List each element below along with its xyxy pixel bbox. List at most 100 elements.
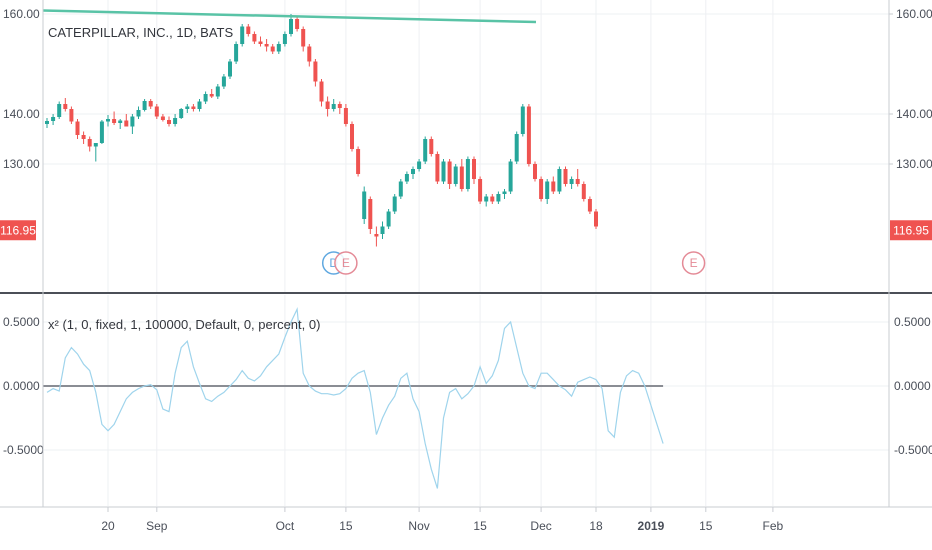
candle[interactable]	[594, 209, 598, 229]
candle[interactable]	[587, 196, 592, 215]
candle[interactable]	[185, 104, 190, 113]
candle[interactable]	[337, 101, 342, 115]
candle[interactable]	[368, 196, 373, 235]
candle[interactable]	[356, 146, 361, 177]
candle[interactable]	[197, 99, 202, 112]
candle[interactable]	[392, 194, 397, 214]
candle[interactable]	[551, 176, 556, 195]
candle[interactable]	[453, 164, 458, 187]
candle[interactable]	[270, 44, 275, 54]
candle[interactable]	[160, 114, 165, 122]
candle[interactable]	[423, 136, 428, 165]
candle[interactable]	[106, 115, 110, 127]
candle[interactable]	[228, 59, 232, 79]
candle[interactable]	[215, 84, 220, 99]
candle[interactable]	[350, 121, 354, 152]
candle[interactable]	[526, 104, 531, 167]
candle[interactable]	[374, 226, 379, 247]
candle[interactable]	[124, 114, 129, 127]
candle[interactable]	[581, 181, 586, 202]
candle[interactable]	[496, 191, 501, 205]
candle[interactable]	[93, 143, 98, 162]
candle[interactable]	[520, 104, 525, 137]
earnings-marker[interactable]: E	[681, 251, 706, 275]
candle[interactable]	[380, 221, 385, 240]
candle[interactable]	[295, 16, 300, 32]
oscillator-series-line[interactable]	[46, 306, 664, 489]
candle[interactable]	[478, 176, 483, 205]
candle[interactable]	[514, 131, 519, 165]
candle[interactable]	[234, 41, 239, 65]
candle[interactable]	[136, 106, 141, 120]
candle[interactable]	[258, 36, 263, 47]
candle[interactable]	[51, 114, 56, 125]
price-axis[interactable]: 160.00 160.00 140.00 140.00 130.00 130.00	[3, 7, 932, 171]
candle[interactable]	[343, 104, 348, 127]
candle[interactable]	[191, 104, 196, 112]
candle[interactable]	[447, 159, 452, 189]
candle[interactable]	[240, 24, 245, 47]
trendline[interactable]	[42, 9, 537, 24]
candle[interactable]	[142, 99, 147, 112]
candle[interactable]	[411, 166, 415, 180]
candle[interactable]	[264, 39, 269, 52]
candle[interactable]	[87, 136, 92, 152]
candle[interactable]	[404, 171, 409, 185]
candle[interactable]	[289, 14, 293, 37]
candle[interactable]	[331, 99, 336, 112]
candle[interactable]	[490, 194, 495, 204]
candle[interactable]	[435, 151, 440, 185]
candle[interactable]	[569, 176, 574, 190]
candle[interactable]	[112, 111, 117, 126]
candle[interactable]	[441, 159, 446, 184]
candle[interactable]	[533, 161, 537, 182]
candle[interactable]	[545, 179, 550, 204]
candle[interactable]	[575, 169, 580, 187]
candle[interactable]	[282, 31, 287, 47]
candle[interactable]	[167, 116, 171, 127]
price-candles[interactable]	[45, 14, 598, 247]
candle[interactable]	[252, 31, 257, 45]
oscillator-pane[interactable]	[43, 306, 664, 489]
candle[interactable]	[398, 179, 403, 199]
candle[interactable]	[472, 156, 476, 185]
candle[interactable]	[276, 41, 281, 55]
candle[interactable]	[63, 98, 68, 112]
candle[interactable]	[99, 120, 104, 144]
candle[interactable]	[557, 166, 562, 195]
candle[interactable]	[319, 79, 324, 107]
candle[interactable]	[45, 118, 49, 128]
candle[interactable]	[173, 114, 178, 127]
candle[interactable]	[148, 99, 153, 109]
candle[interactable]	[307, 44, 312, 67]
candle[interactable]	[386, 209, 391, 229]
time-axis[interactable]: 20 Sep Oct 15 Nov 15 Dec 18 2019 15 Feb	[101, 507, 784, 533]
oscillator-axis[interactable]: 0.5000 0.5000 0.0000 0.0000 -0.5000 -0.5000	[3, 315, 932, 457]
candle[interactable]	[301, 26, 306, 52]
candle[interactable]	[484, 194, 489, 207]
candle[interactable]	[362, 186, 367, 225]
candle[interactable]	[221, 74, 226, 89]
candle[interactable]	[81, 131, 86, 145]
earnings-marker[interactable]: E	[334, 251, 358, 275]
candle[interactable]	[465, 156, 470, 192]
candle[interactable]	[459, 159, 464, 192]
candle[interactable]	[57, 101, 62, 120]
candle[interactable]	[203, 91, 208, 105]
candle[interactable]	[118, 119, 123, 129]
candle[interactable]	[502, 189, 507, 199]
candle[interactable]	[429, 136, 434, 157]
candle[interactable]	[417, 159, 422, 172]
candle[interactable]	[563, 166, 568, 187]
candle[interactable]	[154, 104, 159, 119]
candle[interactable]	[539, 176, 544, 202]
candle[interactable]	[508, 159, 513, 194]
candle[interactable]	[130, 114, 135, 134]
candle[interactable]	[325, 96, 330, 117]
candle[interactable]	[313, 59, 318, 87]
candle[interactable]	[179, 108, 184, 119]
candle[interactable]	[209, 89, 214, 98]
candle[interactable]	[246, 24, 251, 37]
